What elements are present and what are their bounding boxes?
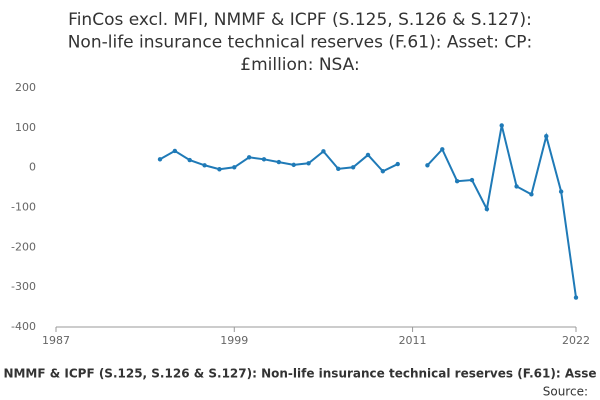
data-point xyxy=(157,157,163,162)
data-point xyxy=(336,166,341,172)
y-tick-label: 0 xyxy=(29,161,36,174)
data-point xyxy=(380,169,386,174)
data-point xyxy=(529,192,534,197)
chart-title: FinCos excl. MFI, NMMF & ICPF (S.125, S.… xyxy=(68,10,532,30)
data-point xyxy=(321,149,326,154)
y-tick-label: -100 xyxy=(11,201,36,214)
data-point xyxy=(261,157,267,162)
data-point xyxy=(573,295,579,300)
source: Source: xyxy=(543,385,588,399)
data-point xyxy=(276,159,282,165)
data-point xyxy=(232,165,237,170)
x-tick-label: 1999 xyxy=(220,334,248,347)
data-point xyxy=(395,161,400,167)
data-point xyxy=(306,161,311,166)
data-point xyxy=(246,155,252,160)
data-point xyxy=(202,163,207,168)
data-point xyxy=(217,167,222,172)
x-tick-label: 1987 xyxy=(42,334,70,347)
series-line xyxy=(159,125,577,298)
data-point xyxy=(291,162,296,168)
chart-title: £million: NSA: xyxy=(240,55,359,75)
chart-title: Non-life insurance technical reserves (F… xyxy=(68,33,533,53)
legend-label: NMMF & ICPF (S.125, S.126 & S.127): Non-… xyxy=(3,367,596,381)
data-point xyxy=(454,179,460,184)
x-tick-label: 2011 xyxy=(399,334,427,347)
data-point xyxy=(469,177,475,183)
y-tick-label: -300 xyxy=(11,280,36,293)
data-point xyxy=(425,163,430,168)
y-tick-label: 100 xyxy=(15,121,36,134)
data-point xyxy=(558,189,564,194)
y-tick-label: -400 xyxy=(11,320,36,333)
x-tick-label: 2022 xyxy=(562,334,590,347)
data-point xyxy=(350,165,356,170)
y-tick-label: -200 xyxy=(11,240,36,253)
data-point xyxy=(499,123,504,128)
data-point xyxy=(544,133,549,139)
data-point xyxy=(365,152,371,158)
data-point xyxy=(172,148,178,154)
data-point xyxy=(440,147,445,152)
y-tick-label: 200 xyxy=(15,81,36,94)
data-point xyxy=(484,206,490,212)
data-point xyxy=(187,157,192,163)
data-point xyxy=(514,184,519,189)
